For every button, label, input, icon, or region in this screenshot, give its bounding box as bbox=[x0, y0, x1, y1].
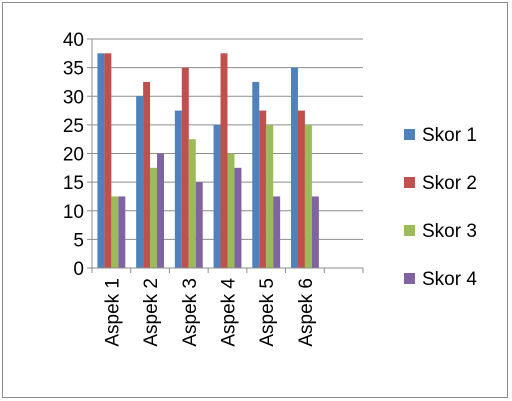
legend-label: Skor 3 bbox=[422, 221, 477, 242]
bar-skor-2-3 bbox=[181, 67, 189, 268]
y-tick-label: 40 bbox=[63, 30, 84, 51]
y-tick-label: 20 bbox=[63, 145, 84, 166]
bar-skor-4-6 bbox=[311, 196, 319, 268]
x-tick-label: Aspek 2 bbox=[141, 278, 162, 347]
bar-skor-1-3 bbox=[174, 110, 182, 268]
legend-swatch bbox=[404, 177, 415, 188]
y-tick-label: 35 bbox=[63, 59, 84, 80]
bar-skor-2-5 bbox=[259, 110, 267, 268]
y-tick-label: 30 bbox=[63, 87, 84, 108]
y-tick-label: 15 bbox=[63, 173, 84, 194]
bar-skor-3-3 bbox=[188, 139, 196, 268]
x-tick-label: Aspek 4 bbox=[219, 278, 240, 347]
bar-skor-1-1 bbox=[97, 53, 105, 268]
bar-skor-2-1 bbox=[104, 53, 112, 268]
x-tick-label: Aspek 6 bbox=[296, 278, 317, 347]
bar-skor-4-5 bbox=[273, 196, 281, 268]
bar-skor-3-6 bbox=[304, 124, 312, 268]
legend-label: Skor 1 bbox=[422, 125, 477, 146]
bar-skor-4-1 bbox=[118, 196, 126, 268]
legend-label: Skor 4 bbox=[422, 269, 477, 290]
y-tick-label: 10 bbox=[63, 202, 84, 223]
legend-swatch bbox=[404, 225, 415, 236]
legend: Skor 1 Skor 2 Skor 3 Skor 4 bbox=[404, 125, 477, 290]
bar-skor-1-6 bbox=[290, 67, 298, 268]
axes bbox=[87, 38, 364, 273]
bar-skor-4-4 bbox=[234, 167, 242, 268]
bars bbox=[97, 53, 319, 268]
bar-skor-1-2 bbox=[136, 96, 144, 268]
bar-skor-4-2 bbox=[157, 153, 165, 268]
legend-label: Skor 2 bbox=[422, 173, 477, 194]
bar-skor-1-4 bbox=[213, 124, 221, 268]
x-tick-labels: Aspek 1 Aspek 2 Aspek 3 Aspek 4 Aspek 5 Aspek… bbox=[102, 278, 317, 347]
x-tick-label: Aspek 3 bbox=[180, 278, 201, 347]
bar-skor-2-2 bbox=[143, 81, 151, 268]
x-tick-label: Aspek 5 bbox=[257, 278, 278, 347]
bar-skor-3-5 bbox=[266, 124, 274, 268]
y-tick-label: 25 bbox=[63, 116, 84, 137]
bar-skor-2-6 bbox=[297, 110, 305, 268]
bar-skor-3-2 bbox=[150, 167, 158, 268]
bar-skor-1-5 bbox=[252, 81, 260, 268]
bar-skor-2-4 bbox=[220, 53, 228, 268]
bar-skor-3-4 bbox=[227, 153, 235, 268]
x-tick-label: Aspek 1 bbox=[102, 278, 123, 347]
y-tick-label: 5 bbox=[73, 230, 84, 251]
legend-swatch bbox=[404, 273, 415, 284]
y-tick-labels: 0 5 10 15 20 25 30 35 40 bbox=[63, 30, 84, 280]
legend-swatch bbox=[404, 129, 415, 140]
bar-skor-4-3 bbox=[195, 182, 203, 268]
bar-skor-3-1 bbox=[111, 196, 119, 268]
y-tick-label: 0 bbox=[73, 259, 84, 280]
